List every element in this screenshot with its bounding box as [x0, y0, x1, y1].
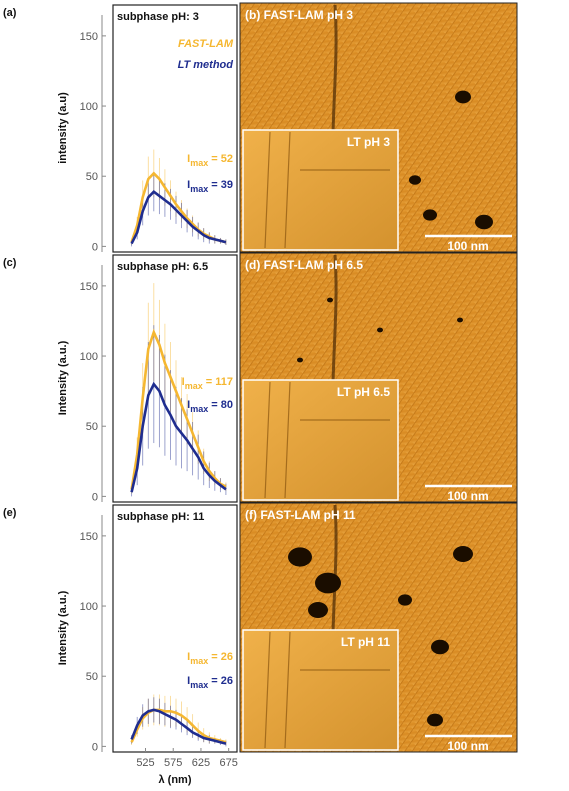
annotation-subscript: max — [190, 656, 208, 666]
y-tick-label: 50 — [86, 421, 98, 433]
afm-spot — [431, 639, 449, 655]
inset-label: LT pH 3 — [347, 135, 390, 149]
annotation-subscript: max — [190, 404, 208, 414]
y-tick-label: 0 — [92, 741, 98, 753]
plot-frame — [112, 504, 238, 753]
inset-feature — [264, 631, 390, 749]
afm-spot — [455, 90, 471, 104]
inset-label: LT pH 11 — [341, 635, 390, 649]
scale-bar-label: 100 nm — [447, 489, 488, 503]
scale-bar-label: 100 nm — [447, 239, 488, 253]
annotation-value: = 39 — [208, 179, 233, 191]
annotation-symbol: I — [187, 179, 190, 191]
annotation-subscript: max — [185, 381, 203, 391]
x-tick-label: 525 — [136, 757, 154, 769]
y-tick-label: 100 — [80, 351, 98, 363]
afm-spot — [457, 317, 463, 323]
panel-label: (e) — [3, 507, 17, 519]
y-tick-label: 150 — [80, 281, 98, 293]
y-axis-title: intensity (a.u) — [57, 92, 69, 164]
series-line — [130, 328, 227, 490]
y-tick-label: 0 — [92, 241, 98, 253]
x-tick-label: 625 — [192, 757, 210, 769]
series-line — [130, 708, 227, 744]
annotation: Imax = 39 — [187, 179, 233, 194]
afm-spot — [315, 572, 341, 594]
annotation-value: = 26 — [208, 675, 233, 687]
afm-spot — [377, 327, 383, 333]
y-tick-label: 100 — [80, 601, 98, 613]
annotation-symbol: I — [187, 399, 190, 411]
annotation-subscript: max — [190, 158, 208, 168]
annotation-value: = 26 — [208, 651, 233, 663]
legend-entry: LT method — [178, 59, 234, 71]
afm-spot — [423, 209, 437, 221]
y-axis-title: Intensity (a.u.) — [57, 590, 69, 665]
y-tick-label: 50 — [86, 171, 98, 183]
image-label: (b) FAST-LAM pH 3 — [245, 8, 353, 22]
y-tick-label: 0 — [92, 491, 98, 503]
annotation-symbol: I — [187, 651, 190, 663]
annotation: Imax = 52 — [187, 153, 233, 168]
inset-feature — [264, 131, 390, 249]
annotation-value: = 80 — [208, 399, 233, 411]
annotation-subscript: max — [190, 184, 208, 194]
afm-spot — [427, 713, 443, 727]
afm-spot — [398, 594, 412, 606]
y-tick-label: 150 — [80, 31, 98, 43]
panel-title: subphase pH: 11 — [117, 511, 204, 523]
panel-title: subphase pH: 6.5 — [117, 261, 208, 273]
annotation-symbol: I — [187, 153, 190, 165]
afm-spot — [409, 175, 421, 185]
afm-spot — [288, 547, 312, 567]
plot-frame — [112, 4, 238, 253]
panel-label: (c) — [3, 257, 17, 269]
afm-spot — [297, 357, 303, 363]
y-tick-label: 150 — [80, 531, 98, 543]
x-axis-title: λ (nm) — [159, 774, 192, 786]
panel-label: (a) — [3, 7, 17, 19]
annotation: Imax = 80 — [187, 399, 233, 414]
annotation: Imax = 26 — [187, 675, 233, 690]
afm-spot — [327, 297, 333, 303]
image-label: (d) FAST-LAM pH 6.5 — [245, 258, 363, 272]
afm-spot — [475, 214, 493, 230]
y-tick-label: 50 — [86, 671, 98, 683]
legend-entry: FAST-LAM — [178, 38, 234, 50]
scale-bar-label: 100 nm — [447, 739, 488, 753]
plot-frame — [112, 254, 238, 503]
inset-label: LT pH 6.5 — [337, 385, 390, 399]
annotation-value: = 117 — [203, 376, 233, 388]
afm-spot — [308, 602, 328, 618]
series-line — [130, 381, 227, 493]
y-tick-label: 100 — [80, 101, 98, 113]
image-label: (f) FAST-LAM pH 11 — [245, 508, 356, 522]
y-axis-title: Intensity (a.u.) — [57, 340, 69, 415]
x-tick-label: 575 — [164, 757, 182, 769]
annotation-subscript: max — [190, 680, 208, 690]
annotation-symbol: I — [187, 675, 190, 687]
series-line — [130, 708, 227, 745]
annotation: Imax = 117 — [182, 376, 233, 391]
series-line — [130, 189, 227, 245]
annotation-value: = 52 — [208, 153, 233, 165]
annotation-symbol: I — [182, 376, 185, 388]
x-tick-label: 675 — [220, 757, 238, 769]
panel-title: subphase pH: 3 — [117, 11, 199, 23]
afm-spot — [453, 546, 473, 562]
annotation: Imax = 26 — [187, 651, 233, 666]
inset-feature — [264, 381, 390, 499]
